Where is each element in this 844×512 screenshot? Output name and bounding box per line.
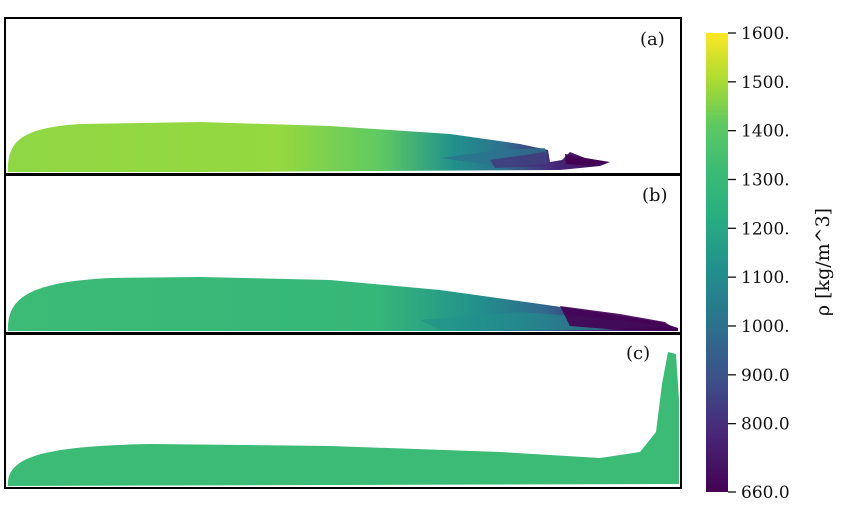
colorbar-tick-label: 900.0 (741, 366, 790, 386)
colorbar-ticks: 1600. 1500. 1400. 1300. 1200. 1100. 1000. 900.0… (728, 24, 790, 503)
panel-a-shape (8, 122, 610, 172)
colorbar-tick-label: 800.0 (741, 415, 790, 435)
panel-c-shape (8, 352, 679, 486)
colorbar-tick-label: 1200. (741, 219, 790, 239)
colorbar (706, 33, 728, 492)
panel-c-frame (4, 333, 682, 489)
colorbar-tick-label: 1500. (741, 73, 790, 93)
colorbar-tick-label: 660.0 (741, 483, 790, 503)
panel-b-shape (8, 277, 678, 331)
colorbar-tick-label: 1000. (741, 317, 790, 337)
colorbar-tick-label: 1100. (741, 268, 790, 288)
colorbar-tick-label: 1300. (741, 170, 790, 190)
colorbar-title: ρ [kg/m^3] (812, 208, 834, 316)
panel-a-label: (a) (640, 29, 665, 50)
colorbar-tick-label: 1600. (741, 24, 790, 44)
panel-b-label: (b) (642, 185, 668, 206)
panel-c-label: (c) (626, 343, 650, 364)
colorbar-tick-label: 1400. (741, 122, 790, 142)
